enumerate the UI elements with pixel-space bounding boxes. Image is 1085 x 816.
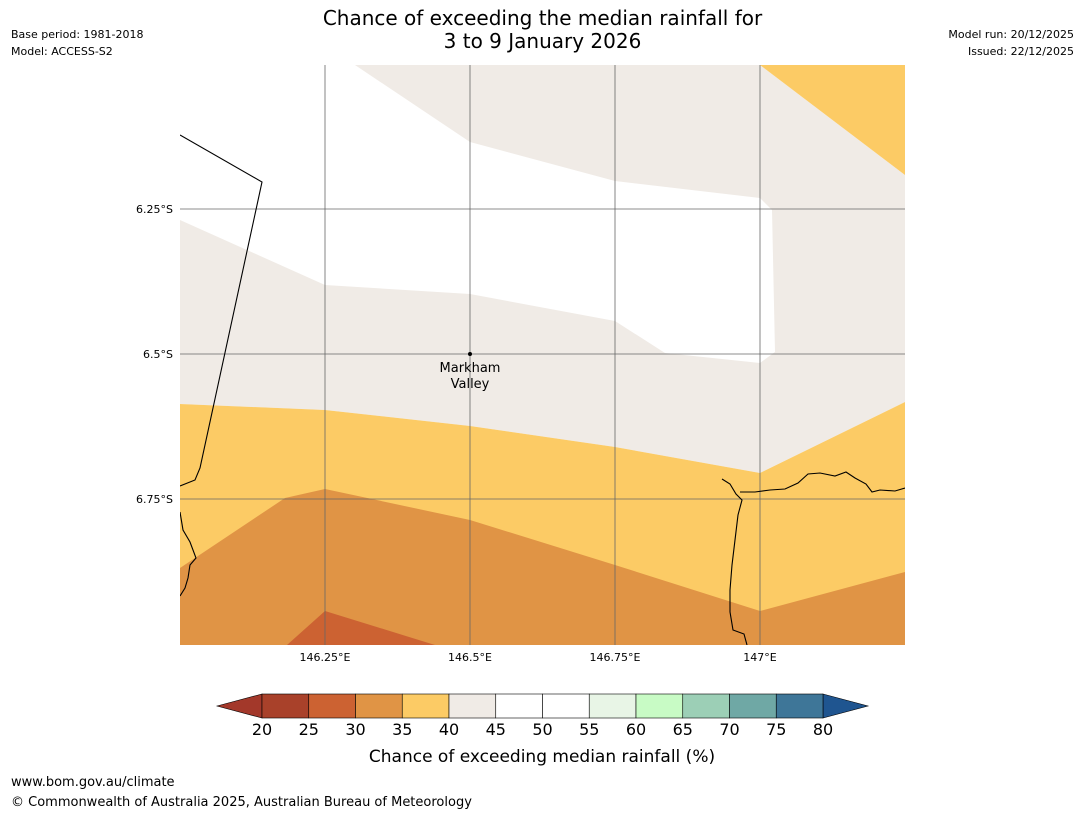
issued-date: Issued: 22/12/2025 <box>967 45 1074 58</box>
meta-left: Base period: 1981-2018 Model: ACCESS-S2 <box>11 26 143 60</box>
colorbar-tick-label: 55 <box>579 720 599 739</box>
colorbar-over-arrow <box>822 693 870 719</box>
colorbar-box <box>729 693 777 719</box>
province-boundary <box>180 134 263 487</box>
colorbar-tick-label: 45 <box>486 720 506 739</box>
coastline-west <box>180 511 197 597</box>
title-line-2: 3 to 9 January 2026 <box>443 29 642 53</box>
lon-label: 147°E <box>743 651 776 664</box>
colorbar-ticks: 20 25 30 35 40 45 50 55 60 65 70 75 80 <box>252 720 833 739</box>
colorbar-tick-label: 40 <box>439 720 459 739</box>
colorbar-tick-label: 50 <box>532 720 552 739</box>
place-label-line1: Markham <box>440 361 501 376</box>
model-name: Model: ACCESS-S2 <box>11 45 113 58</box>
zone-30-35 <box>180 489 905 645</box>
base-period: Base period: 1981-2018 <box>11 28 144 41</box>
colorbar-tick-label: 35 <box>392 720 412 739</box>
colorbar-box <box>542 693 590 719</box>
lat-label: 6.25°S <box>136 203 173 216</box>
lon-label: 146.25°E <box>300 651 351 664</box>
colorbar-tick-label: 20 <box>252 720 272 739</box>
lat-label: 6.75°S <box>136 493 173 506</box>
colorbar-box <box>495 693 543 719</box>
map-title: Chance of exceeding the median rainfall … <box>0 7 1085 53</box>
graticule <box>180 65 905 645</box>
colorbar-label: Chance of exceeding median rainfall (%) <box>369 747 715 767</box>
meta-right: Model run: 20/12/2025 Issued: 22/12/2025 <box>948 26 1074 60</box>
colorbar-box <box>401 693 450 719</box>
lon-label: 146.75°E <box>590 651 641 664</box>
colorbar-tick-label: 60 <box>626 720 646 739</box>
colorbar-box <box>308 693 356 719</box>
colorbar-box <box>682 693 730 719</box>
colorbar-tick-label: 70 <box>719 720 739 739</box>
colorbar-under-arrow <box>215 693 263 719</box>
footer-copyright: © Commonwealth of Australia 2025, Austra… <box>11 795 472 810</box>
markham-valley-marker <box>468 352 472 356</box>
colorbar-box <box>355 693 403 719</box>
title-line-1: Chance of exceeding the median rainfall … <box>322 6 763 30</box>
colorbar-tick-label: 75 <box>766 720 786 739</box>
colorbar-tick-label: 30 <box>345 720 365 739</box>
boundaries <box>180 134 905 645</box>
colorbar-box <box>448 693 497 719</box>
place-label-line2: Valley <box>451 377 490 392</box>
model-run: Model run: 20/12/2025 <box>948 28 1074 41</box>
zone-35-40-corner <box>760 65 905 175</box>
map-area: Markham Valley <box>180 65 905 645</box>
colorbar-tick-label: 65 <box>673 720 693 739</box>
footer-url: www.bom.gov.au/climate <box>11 775 175 790</box>
colorbar-box <box>775 693 824 719</box>
zone-40-45 <box>180 65 905 473</box>
colorbar: 20 25 30 35 40 45 50 55 60 65 70 75 80 <box>215 693 870 739</box>
lat-axis-labels: 6.25°S 6.5°S 6.75°S <box>136 203 173 506</box>
lon-label: 146.5°E <box>448 651 492 664</box>
colorbar-boxes <box>261 693 824 719</box>
colorbar-box <box>635 693 684 719</box>
colorbar-tick-label: 25 <box>299 720 319 739</box>
colorbar-tick-label: 80 <box>813 720 833 739</box>
colorbar-box <box>588 693 637 719</box>
colorbar-box <box>261 693 310 719</box>
coastline-east <box>721 478 748 645</box>
zone-25-30 <box>287 611 435 645</box>
lat-label: 6.5°S <box>143 348 173 361</box>
lon-axis-labels: 146.25°E 146.5°E 146.75°E 147°E <box>300 651 777 664</box>
coastline-northeast <box>740 471 905 493</box>
